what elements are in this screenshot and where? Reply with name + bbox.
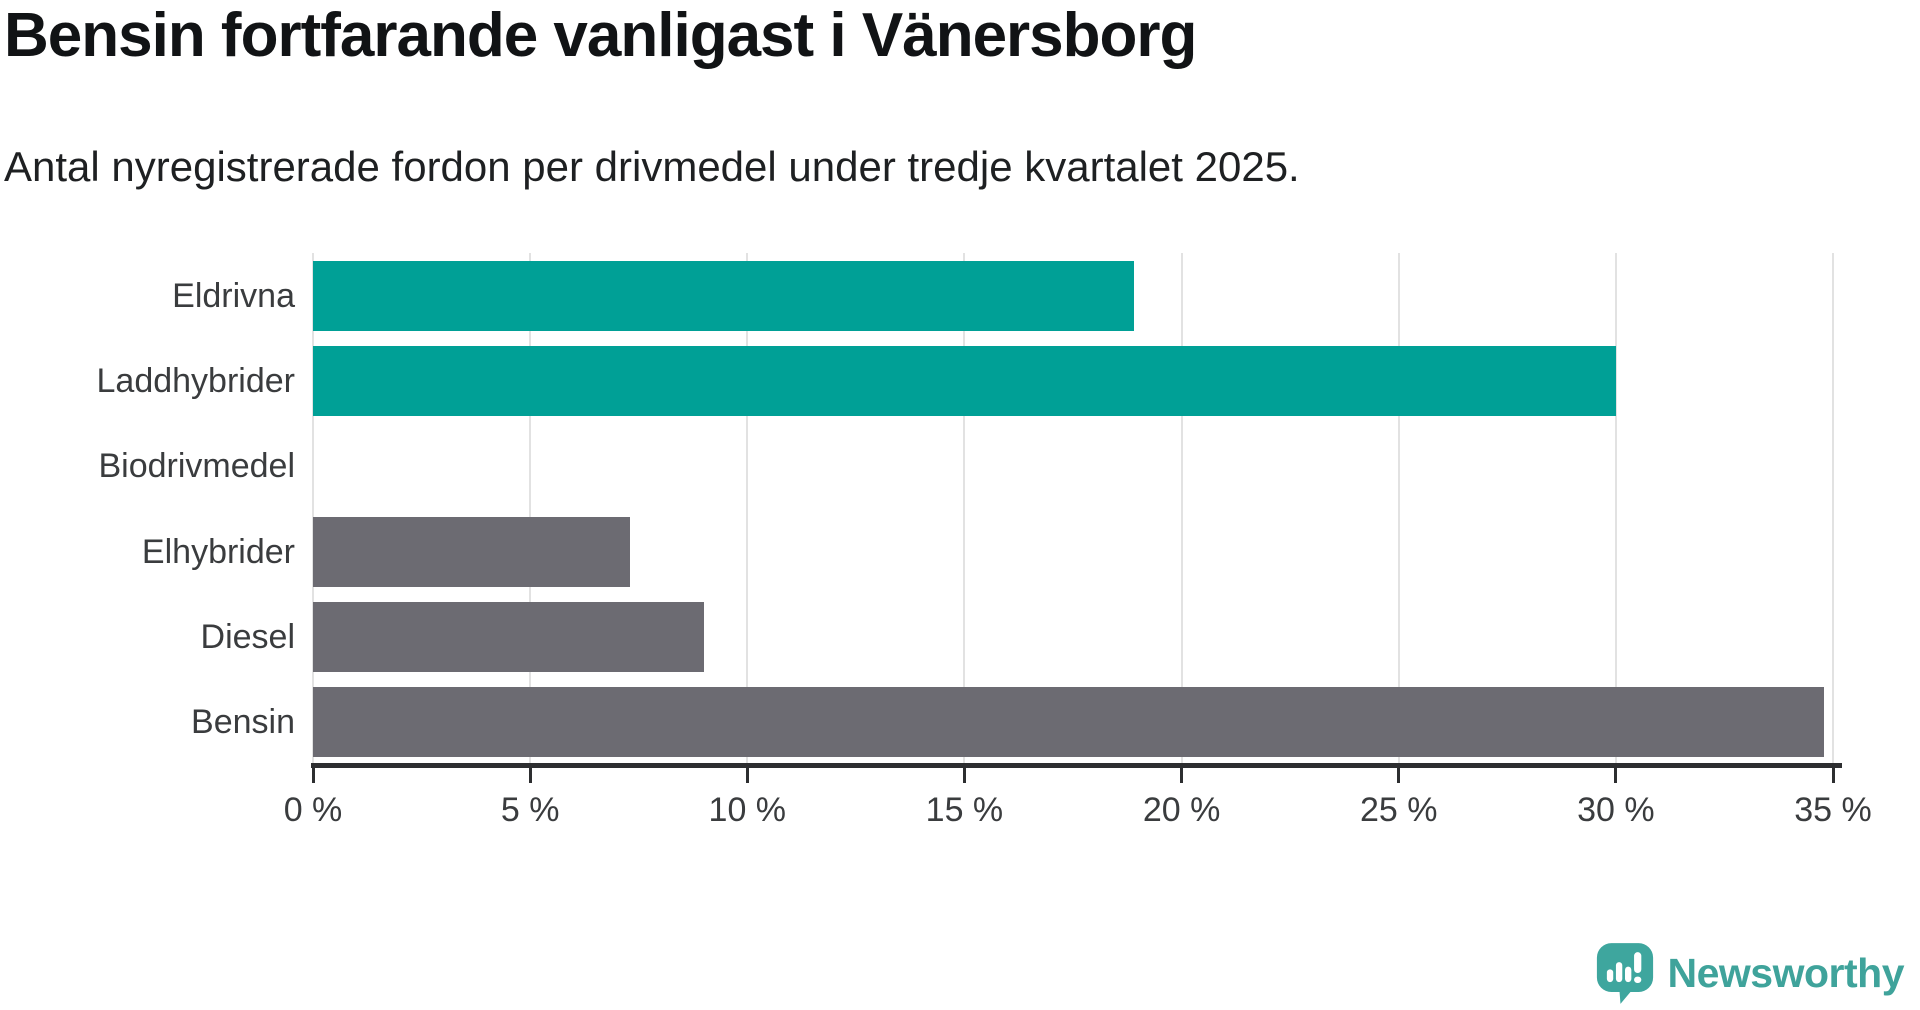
x-axis-tick — [528, 763, 532, 783]
x-axis-tick-label: 0 % — [283, 791, 343, 829]
gridline — [1832, 253, 1834, 765]
bar-elhybrider — [313, 516, 631, 587]
x-axis-tick — [311, 763, 315, 783]
x-axis-tick — [1180, 763, 1184, 783]
bar-bensin — [313, 687, 1825, 758]
x-axis-tick-label: 10 % — [708, 791, 787, 829]
bar-laddhybrider — [313, 346, 1616, 416]
x-axis-tick-label: 20 % — [1142, 791, 1221, 829]
gridline — [1614, 253, 1617, 765]
x-axis-tick-label: 5 % — [500, 791, 560, 829]
newsworthy-logo: Newsworthy — [1596, 942, 1905, 1004]
x-axis-tick-label: 35 % — [1794, 791, 1872, 829]
gridline — [963, 253, 966, 765]
gridline — [312, 253, 314, 765]
category-label-elhybrider: Elhybrider — [141, 532, 295, 571]
newsworthy-logo-text: Newsworthy — [1667, 949, 1905, 996]
gridline — [746, 253, 749, 765]
gridline — [529, 253, 532, 765]
x-axis-tick-label: 30 % — [1577, 791, 1655, 829]
x-axis-tick-label: 25 % — [1359, 791, 1438, 829]
chart-subtitle: Antal nyregistrerade fordon per drivmede… — [4, 143, 1300, 190]
x-axis-line — [311, 763, 1842, 768]
bar-eldrivna — [313, 260, 1134, 331]
x-axis-tick — [1397, 763, 1401, 783]
chart-title: Bensin fortfarande vanligast i Vänersbor… — [4, 1, 1197, 70]
x-axis-tick-label: 15 % — [925, 791, 1004, 829]
x-axis-tick — [1614, 763, 1618, 783]
x-axis-tick — [745, 763, 749, 783]
category-label-bensin: Bensin — [191, 703, 295, 742]
category-label-diesel: Diesel — [200, 618, 295, 656]
gridline — [1180, 253, 1183, 765]
x-axis-tick — [1831, 763, 1835, 783]
category-label-eldrivna: Eldrivna — [172, 276, 295, 315]
newsworthy-bubble-bar-chart-icon — [1596, 943, 1653, 1004]
gridline — [1397, 253, 1400, 765]
bar-diesel — [313, 602, 704, 672]
category-label-laddhybrider: Laddhybrider — [96, 362, 295, 400]
category-label-biodrivmedel: Biodrivmedel — [98, 447, 295, 486]
x-axis-tick — [962, 763, 966, 783]
